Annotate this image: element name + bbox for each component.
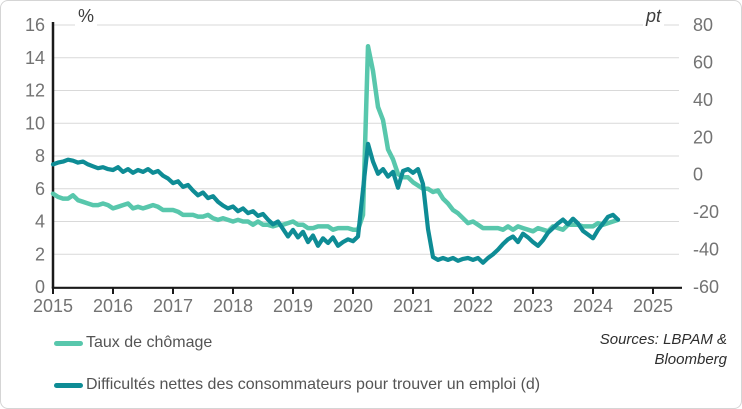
x-axis-tick-label: 2015 [33, 296, 73, 316]
x-axis-tick-label: 2022 [453, 296, 493, 316]
right-axis-tick-label: 60 [693, 52, 713, 72]
x-axis-tick-label: 2017 [153, 296, 193, 316]
right-axis-tick-label: -40 [693, 240, 719, 260]
left-axis-unit-label: % [75, 6, 98, 26]
legend-label-difficultes-nettes: Difficultés nettes des consommateurs pou… [86, 376, 541, 393]
chart-canvas: 0 2 4 6 8 10 12 14 16 -60 -40 -20 0 20 40 60 80 2015 2016 2… [25, 15, 719, 316]
legend-swatch-taux-de-chomage [54, 340, 83, 346]
x-axis-tick-label: 2016 [93, 296, 133, 316]
x-axis-tick-label: 2020 [333, 296, 373, 316]
right-axis-tick-label: -60 [693, 277, 719, 297]
source-note-line1: Sources: LBPAM & [599, 331, 727, 348]
left-axis-tick-label: 0 [35, 277, 45, 297]
right-axis-tick-label: -20 [693, 202, 719, 222]
source-note: Sources: LBPAM & Bloomberg [600, 330, 727, 370]
source-note-line2: Bloomberg [654, 351, 727, 368]
left-axis-tick-label: 4 [35, 212, 45, 232]
legend-item-difficultes-nettes: Difficultés nettes des consommateurs pou… [54, 375, 540, 395]
x-axis-tick-label: 2019 [273, 296, 313, 316]
left-axis-tick-label: 12 [25, 81, 45, 101]
legend-swatch-difficultes-nettes [54, 382, 83, 388]
legend-item-taux-de-chomage: Taux de chômage [54, 333, 212, 353]
series-line-taux-de-chomage [50, 44, 621, 234]
x-axis-tick-label: 2018 [213, 296, 253, 316]
left-axis-tick-label: 16 [25, 15, 45, 35]
left-axis-tick-label: 10 [25, 113, 45, 133]
left-axis-tick-label: 6 [35, 179, 45, 199]
left-axis-tick-label: 2 [35, 244, 45, 264]
right-axis-tick-label: 80 [693, 15, 713, 35]
right-axis-unit-label: pt [643, 6, 665, 26]
left-axis-tick-label: 14 [25, 48, 45, 68]
x-axis-tick-label: 2024 [573, 296, 613, 316]
x-axis-tick-label: 2021 [393, 296, 433, 316]
legend-label-taux-de-chomage: Taux de chômage [86, 334, 213, 351]
x-axis-tick-label: 2025 [633, 296, 673, 316]
x-axis-tick-label: 2023 [513, 296, 553, 316]
right-axis-tick-label: 0 [693, 165, 703, 185]
left-axis-tick-label: 8 [35, 146, 45, 166]
right-axis-tick-label: 40 [693, 90, 713, 110]
series-line-difficultes-nettes [50, 141, 621, 265]
right-axis-tick-label: 20 [693, 127, 713, 147]
